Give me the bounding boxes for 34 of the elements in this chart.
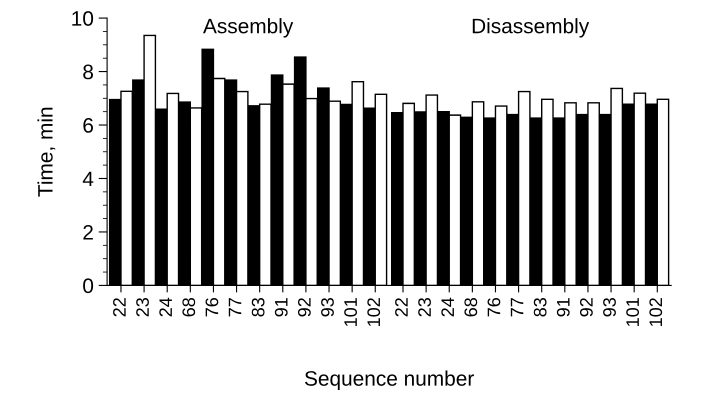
y-tick-label: 6 [83, 118, 93, 133]
x-tick-label: 91 [556, 298, 570, 316]
x-tick-label: 22 [113, 298, 126, 316]
x-tick-label: 91 [274, 298, 288, 316]
y-axis-title: Time, min [37, 108, 56, 197]
y-tick-label: 4 [82, 172, 94, 186]
x-tick-label: 93 [603, 298, 616, 316]
x-axis-title: Sequence number [304, 370, 474, 390]
x-tick-label: 68 [182, 298, 196, 316]
x-tick-label: 23 [418, 298, 431, 316]
x-tick-label: 101 [626, 298, 640, 326]
x-tick-label: 92 [298, 298, 311, 316]
x-tick-label: 24 [441, 298, 454, 316]
x-tick-label: 76 [488, 298, 500, 316]
y-tick-label: 8 [83, 64, 93, 80]
chart-title: Disassembly [472, 18, 590, 38]
x-tick-label: 68 [464, 298, 478, 316]
x-tick-label: 101 [344, 298, 357, 326]
y-tick-label: 10 [72, 11, 94, 26]
x-tick-label: 92 [580, 298, 593, 316]
y-tick-label: 0 [83, 278, 94, 294]
chart-title: Assembly [203, 18, 294, 38]
x-tick-label: 83 [534, 298, 547, 317]
x-tick-label: 24 [159, 298, 172, 316]
x-tick-label: 93 [321, 298, 334, 316]
x-tick-label: 22 [395, 298, 408, 316]
x-tick-label: 83 [252, 298, 265, 317]
x-tick-label: 76 [206, 298, 218, 316]
y-tick-label: 2 [83, 224, 93, 240]
x-tick-label: 102 [649, 298, 662, 326]
x-tick-label: 102 [367, 298, 380, 326]
x-tick-label: 77 [228, 298, 242, 316]
x-tick-label: 77 [510, 298, 524, 316]
x-tick-label: 23 [136, 298, 149, 316]
